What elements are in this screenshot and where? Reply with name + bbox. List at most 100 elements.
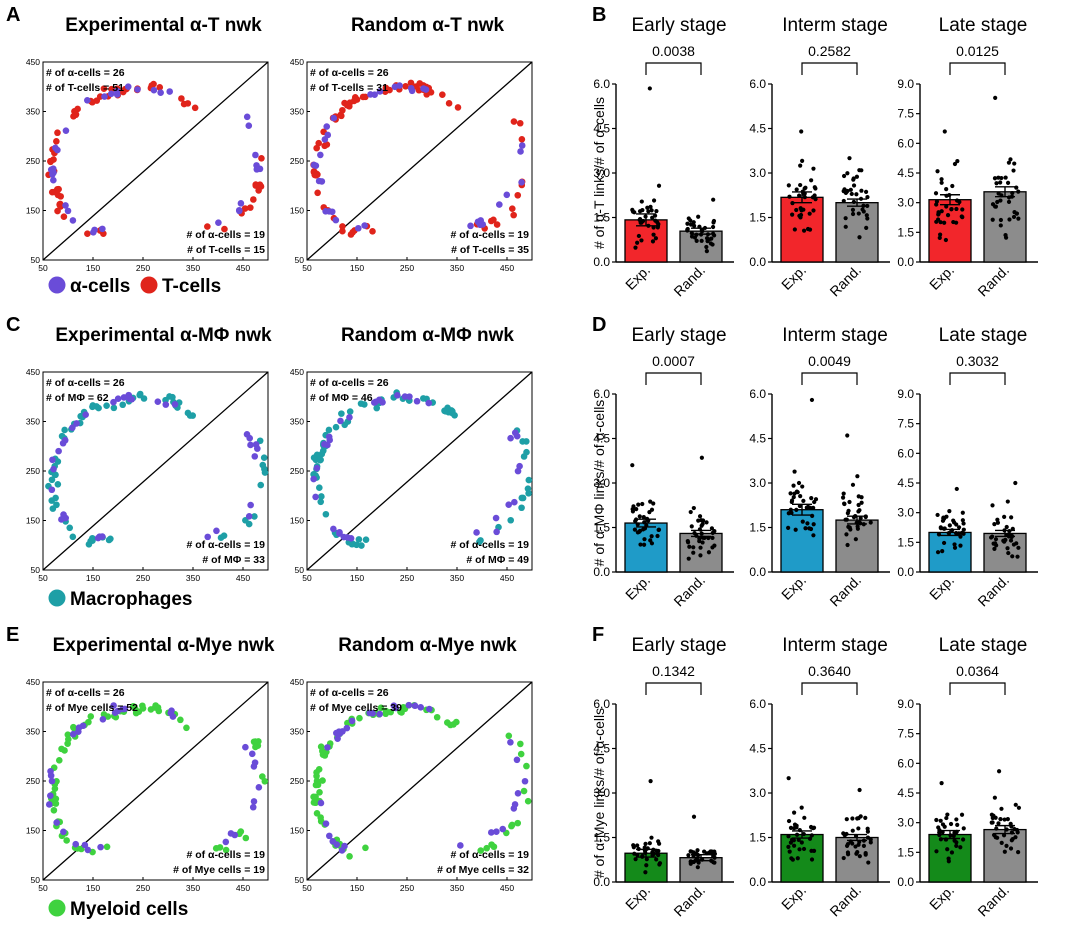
data-point <box>631 845 636 850</box>
y-tick-label: 150 <box>26 826 40 836</box>
data-point <box>1005 180 1011 185</box>
alpha-cell-point <box>518 179 525 186</box>
bar-chart: Early stage 0.0 1.5 3.0 4.5 6.0 Exp. Rand. 0.134… <box>593 635 734 920</box>
bar-chart: Interm stage 0.0 1.5 3.0 4.5 6.0 Exp. Rand. 0.00… <box>749 325 890 610</box>
bar-y-tick-label: 1.5 <box>593 521 610 535</box>
count-label: # of α-cells = 26 <box>46 377 125 389</box>
data-point <box>859 500 864 505</box>
data-point <box>857 508 862 513</box>
significance-bracket <box>801 372 858 385</box>
stage-title: Late stage <box>939 15 1028 36</box>
data-point <box>657 841 662 846</box>
partner-cell-point <box>54 458 62 465</box>
data-point <box>990 534 995 539</box>
data-point <box>1003 235 1009 240</box>
data-point <box>840 495 846 500</box>
alpha-cell-point <box>48 486 56 494</box>
alpha-cell-point <box>332 216 340 224</box>
data-point <box>638 542 643 547</box>
data-point <box>686 556 691 561</box>
data-point <box>853 537 858 542</box>
y-tick-label: 250 <box>26 466 40 476</box>
data-point <box>698 553 703 558</box>
partner-cell-point <box>237 828 245 835</box>
data-point <box>863 189 869 194</box>
partner-cell-point <box>377 704 385 712</box>
partner-cell-point <box>355 536 363 543</box>
partner-cell-point <box>50 806 58 814</box>
legend-partner-marker <box>140 276 158 294</box>
data-point <box>841 189 846 194</box>
data-point <box>796 480 802 486</box>
data-point <box>1009 838 1014 843</box>
data-point <box>948 821 954 827</box>
data-point <box>653 218 658 223</box>
data-point <box>845 433 850 438</box>
data-point <box>656 183 662 188</box>
panel-letter: B <box>592 4 606 26</box>
count-label: # of α-cells = 19 <box>450 229 529 241</box>
partner-cell-point <box>47 158 54 166</box>
bar-category-label: Rand. <box>670 572 708 610</box>
partner-cell-point <box>444 404 451 412</box>
data-point <box>848 187 853 192</box>
bar-y-tick-label: 0.0 <box>897 875 914 889</box>
y-tick-label: 350 <box>290 107 304 117</box>
partner-cell-point <box>356 714 363 722</box>
data-point <box>649 835 654 840</box>
data-point <box>863 852 868 857</box>
partner-cell-point <box>427 89 435 96</box>
data-point <box>1009 515 1014 520</box>
partner-cell-point <box>55 757 63 764</box>
bar-y-tick-label: 6.0 <box>897 136 914 150</box>
data-point <box>698 545 703 550</box>
data-point <box>651 501 656 506</box>
data-point <box>695 865 700 870</box>
count-label: # of MΦ = 49 <box>466 554 529 566</box>
data-point <box>1006 550 1011 556</box>
data-point <box>791 838 797 843</box>
data-point <box>794 207 799 213</box>
data-point <box>795 490 800 495</box>
data-point <box>651 232 656 237</box>
data-point <box>639 199 644 204</box>
data-point <box>954 817 959 822</box>
data-point <box>993 95 998 100</box>
data-point <box>653 236 658 241</box>
data-point <box>1016 805 1022 810</box>
data-point <box>857 854 862 859</box>
bar-y-tick-label: 3.0 <box>749 476 766 490</box>
data-point <box>805 226 811 232</box>
bar-y-tick-label: 4.5 <box>897 786 914 800</box>
partner-cell-point <box>52 471 59 479</box>
partner-cell-point <box>338 410 345 417</box>
partner-cell-point <box>314 189 321 197</box>
y-tick-label: 250 <box>290 156 304 166</box>
alpha-cell-point <box>337 417 344 425</box>
alpha-cell-point <box>45 801 53 808</box>
bar-y-tick-label: 0.0 <box>593 565 610 579</box>
y-tick-label: 150 <box>290 516 304 526</box>
bar-y-tick-label: 4.5 <box>749 432 766 446</box>
data-point <box>811 522 816 527</box>
partner-cell-point <box>358 542 365 549</box>
data-point <box>636 502 641 507</box>
partner-cell-point <box>64 740 71 747</box>
data-point <box>958 845 963 850</box>
partner-cell-point <box>54 207 61 215</box>
partner-cell-point <box>488 841 495 848</box>
data-point <box>993 537 999 542</box>
data-point <box>688 222 694 227</box>
data-point <box>637 217 643 222</box>
data-point <box>944 204 949 209</box>
stage-title: Late stage <box>939 325 1028 346</box>
data-point <box>794 832 800 837</box>
data-point <box>642 537 647 542</box>
alpha-cell-point <box>245 122 253 129</box>
data-point <box>933 191 939 196</box>
data-point <box>1008 157 1013 162</box>
partner-cell-point <box>242 834 250 842</box>
partner-cell-point <box>477 847 485 854</box>
alpha-cell-point <box>330 525 337 533</box>
data-point <box>845 511 850 516</box>
